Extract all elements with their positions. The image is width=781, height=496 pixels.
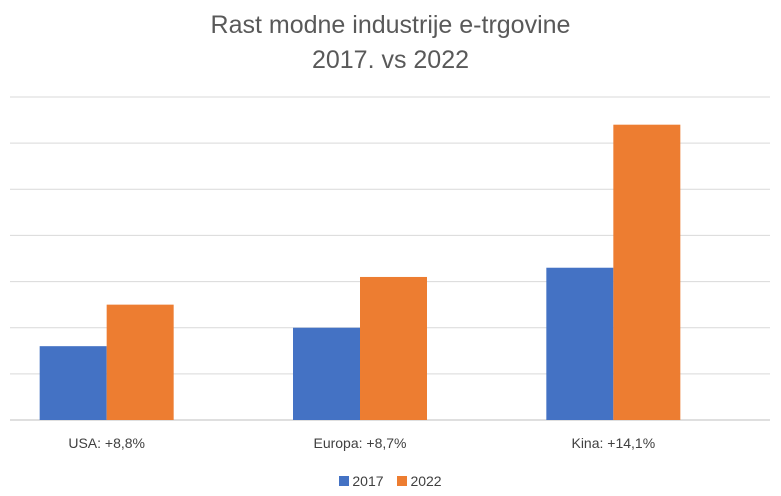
bars xyxy=(39,124,681,420)
chart-subtitle: 2017. vs 2022 xyxy=(311,46,470,74)
category-labels: USA: +8,8% Europa: +8,7% Kina: +14,1% xyxy=(68,435,655,451)
legend-swatch-2022 xyxy=(397,476,408,486)
legend-item-2022: 2022 xyxy=(397,473,442,489)
chart-title-line1: Rast modne industrije e-trgovine xyxy=(210,11,571,39)
bar-2017-2 xyxy=(546,267,614,420)
legend: 2017 2022 xyxy=(0,473,781,489)
legend-swatch-2017 xyxy=(339,476,350,486)
bar-2022-0 xyxy=(106,304,174,420)
category-label: Kina: +14,1% xyxy=(571,435,655,451)
legend-item-2017: 2017 xyxy=(339,473,384,489)
legend-label-2022: 2022 xyxy=(410,473,442,489)
bar-2022-2 xyxy=(613,124,681,420)
bar-2017-1 xyxy=(293,327,360,420)
category-label: Europa: +8,7% xyxy=(313,435,406,451)
category-label: USA: +8,8% xyxy=(68,435,145,451)
legend-label-2017: 2017 xyxy=(352,473,384,489)
chart-title: Rast modne industrije e-trgovine 2017. v… xyxy=(0,8,781,78)
bar-2017-0 xyxy=(39,346,107,420)
bar-2022-1 xyxy=(360,276,427,420)
